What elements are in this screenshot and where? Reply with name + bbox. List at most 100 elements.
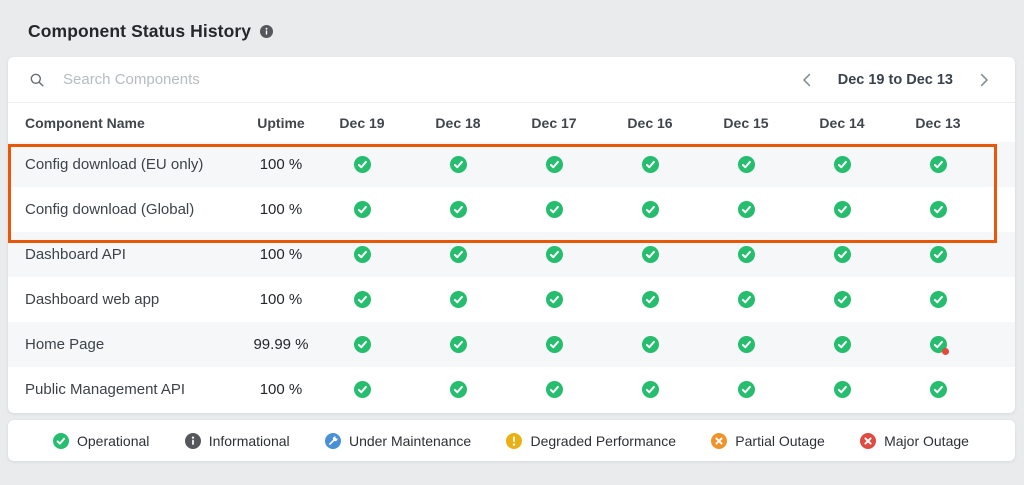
operational-check-icon[interactable]: [833, 201, 851, 218]
legend-label: Informational: [208, 432, 290, 449]
operational-check-icon[interactable]: [929, 246, 947, 263]
status-cell: [794, 201, 890, 218]
operational-check-icon[interactable]: [545, 246, 563, 263]
prev-range-button[interactable]: [800, 71, 813, 89]
legend-label: Degraded Performance: [530, 432, 676, 449]
operational-check-icon[interactable]: [353, 381, 371, 398]
status-cell: [602, 246, 698, 263]
operational-check-icon[interactable]: [929, 291, 947, 308]
component-name-cell: Home Page: [25, 336, 105, 353]
status-cell: [794, 156, 890, 173]
column-header-uptime: Uptime: [257, 114, 305, 131]
operational-check-icon[interactable]: [737, 336, 755, 353]
operational-check-icon[interactable]: [545, 201, 563, 218]
date-range-label: Dec 19 to Dec 13: [837, 71, 953, 88]
column-header-dec-17: Dec 17: [531, 114, 577, 131]
operational-check-icon[interactable]: [641, 201, 659, 218]
operational-check-icon[interactable]: [737, 291, 755, 308]
operational-check-icon[interactable]: [545, 291, 563, 308]
operational-check-icon[interactable]: [353, 156, 371, 173]
operational-check-icon[interactable]: [929, 336, 949, 355]
operational-check-icon[interactable]: [737, 381, 755, 398]
search-icon: [30, 73, 44, 87]
x-circle-icon: [860, 432, 877, 449]
date-range-navigator: Dec 19 to Dec 13: [800, 71, 991, 89]
operational-check-icon[interactable]: [737, 156, 755, 173]
operational-check-icon[interactable]: [641, 246, 659, 263]
operational-check-icon[interactable]: [929, 201, 947, 218]
operational-check-icon[interactable]: [833, 291, 851, 308]
legend-label: Partial Outage: [735, 432, 825, 449]
status-cell: [698, 246, 794, 263]
component-name-cell: Dashboard API: [25, 246, 126, 263]
operational-check-icon[interactable]: [353, 291, 371, 308]
table-row: Public Management API 100 %: [8, 367, 1015, 412]
operational-check-icon[interactable]: [737, 201, 755, 218]
status-cell: [314, 201, 410, 218]
status-cell: [410, 336, 506, 353]
status-cell: [410, 381, 506, 398]
table-header-row: Component Name Uptime Dec 19 Dec 18 Dec 17 De…: [8, 103, 1015, 142]
uptime-cell: 99.99 %: [253, 336, 309, 353]
legend-item-under-maintenance: Under Maintenance: [324, 432, 471, 449]
operational-check-icon[interactable]: [449, 156, 467, 173]
status-cell: [314, 381, 410, 398]
status-cell: [890, 246, 986, 263]
status-cell: [410, 201, 506, 218]
status-cell: [794, 246, 890, 263]
operational-check-icon[interactable]: [641, 336, 659, 353]
status-cell: [506, 246, 602, 263]
status-cell: [602, 381, 698, 398]
next-range-button[interactable]: [978, 71, 991, 89]
operational-check-icon[interactable]: [449, 336, 467, 353]
operational-check-icon[interactable]: [833, 381, 851, 398]
operational-check-icon[interactable]: [641, 381, 659, 398]
operational-check-icon[interactable]: [833, 336, 851, 353]
operational-check-icon[interactable]: [353, 201, 371, 218]
column-header-dec-14: Dec 14: [819, 114, 865, 131]
status-cell: [410, 156, 506, 173]
status-cell: [506, 156, 602, 173]
uptime-cell: 100 %: [259, 246, 303, 263]
operational-check-icon[interactable]: [929, 381, 947, 398]
uptime-cell: 100 %: [259, 201, 303, 218]
operational-check-icon[interactable]: [353, 336, 371, 353]
operational-check-icon[interactable]: [449, 381, 467, 398]
operational-check-icon[interactable]: [833, 246, 851, 263]
component-name-cell: Config download (Global): [25, 201, 195, 218]
column-header-dec-15: Dec 15: [723, 114, 769, 131]
operational-check-icon[interactable]: [449, 291, 467, 308]
operational-check-icon[interactable]: [545, 381, 563, 398]
status-cell: [314, 156, 410, 173]
operational-check-icon[interactable]: [833, 156, 851, 173]
status-cell: [410, 291, 506, 308]
uptime-cell: 100 %: [259, 291, 303, 308]
page-title: Component Status History: [28, 21, 252, 41]
operational-check-icon[interactable]: [449, 246, 467, 263]
incident-dot[interactable]: [941, 348, 949, 355]
operational-check-icon[interactable]: [353, 246, 371, 263]
page-title-row: Component Status History: [28, 21, 274, 42]
column-header-dec-18: Dec 18: [435, 114, 481, 131]
status-cell: [602, 156, 698, 173]
legend-item-operational: Operational: [53, 432, 149, 449]
chevron-left-icon: [802, 73, 811, 87]
operational-check-icon[interactable]: [737, 246, 755, 263]
status-cell: [794, 336, 890, 353]
operational-check-icon[interactable]: [929, 156, 947, 173]
status-cell: [602, 291, 698, 308]
search-input[interactable]: [63, 71, 800, 88]
status-cell: [890, 201, 986, 218]
operational-check-icon[interactable]: [449, 201, 467, 218]
operational-check-icon[interactable]: [545, 336, 563, 353]
operational-check-icon[interactable]: [641, 291, 659, 308]
status-cell: [410, 246, 506, 263]
status-history-card: Dec 19 to Dec 13 Component Name Uptime Dec…: [8, 57, 1015, 413]
operational-check-icon[interactable]: [641, 156, 659, 173]
status-cell: [506, 381, 602, 398]
status-cell: [698, 201, 794, 218]
table-body: Config download (EU only) 100 % Config dow…: [8, 142, 1015, 412]
operational-check-icon[interactable]: [545, 156, 563, 173]
status-cell: [698, 336, 794, 353]
title-info-icon[interactable]: [260, 25, 274, 38]
